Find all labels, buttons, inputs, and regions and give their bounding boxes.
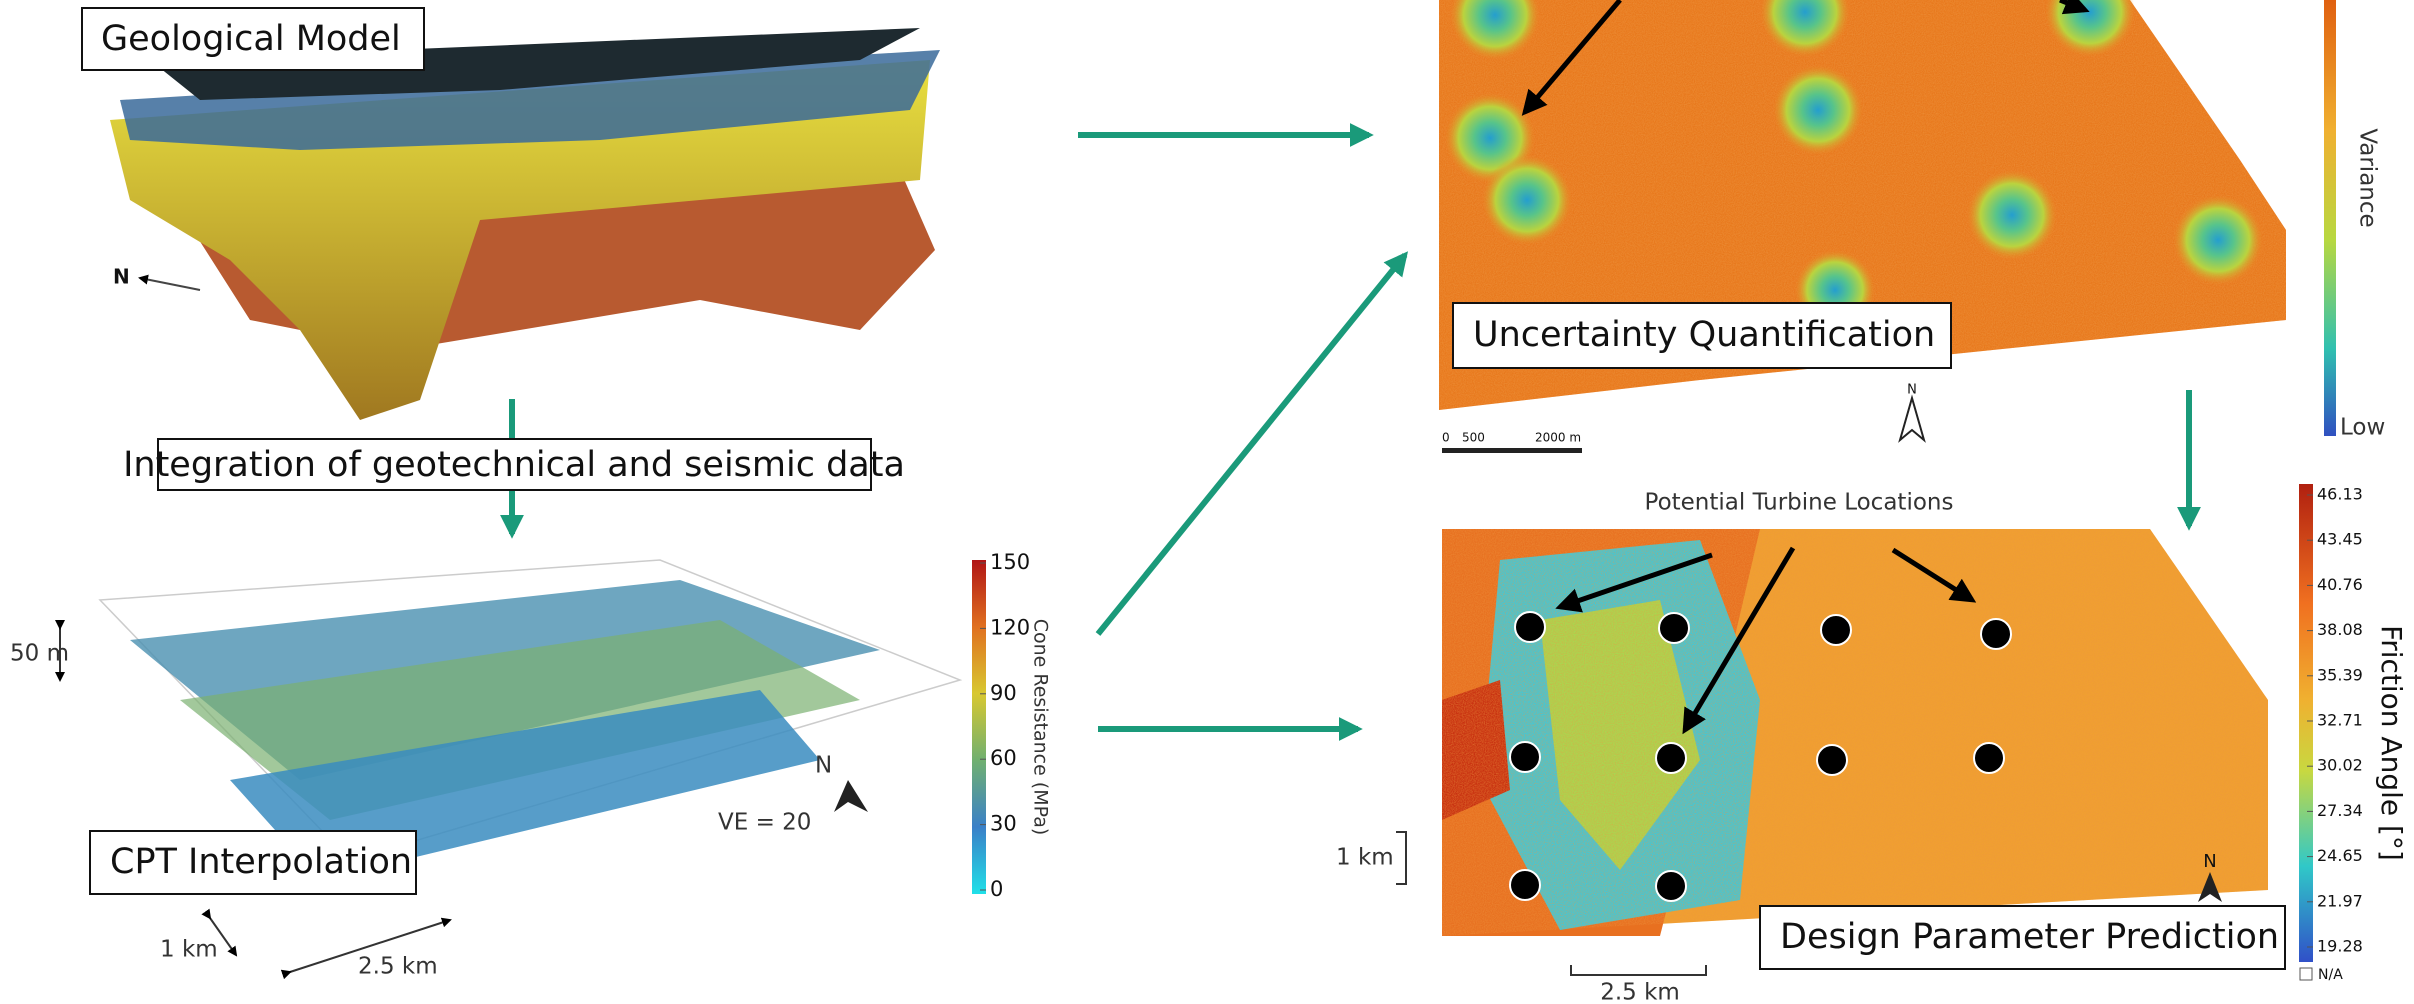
colorbar-low: Low bbox=[2340, 415, 2385, 441]
scale-label: 2000 m bbox=[1535, 431, 1581, 445]
scale-label: 1 km bbox=[160, 937, 218, 963]
colorbar-tick-label: 21.97 bbox=[2317, 891, 2363, 910]
integration-label: Integration of geotechnical and seismic … bbox=[123, 445, 905, 485]
colorbar-label: Friction Angle [°] bbox=[2375, 625, 2408, 861]
scale-label: 2.5 km bbox=[358, 954, 438, 980]
design-panel: Potential Turbine Locations 1 km 2.5 km … bbox=[1336, 484, 2408, 1004]
annotation: Potential Turbine Locations bbox=[1645, 490, 1954, 516]
colorbar-tick-label: 27.34 bbox=[2317, 801, 2363, 820]
colorbar-tick-label: 60 bbox=[990, 746, 1017, 770]
panel-title: Design Parameter Prediction bbox=[1780, 917, 2279, 957]
figure: N Geological Model Integration of geotec… bbox=[0, 0, 2414, 1004]
north-label: N bbox=[815, 753, 832, 779]
panel-title: CPT Interpolation bbox=[110, 842, 412, 882]
colorbar-label: Cone Resistance (MPa) bbox=[1030, 619, 1052, 836]
north-label: N bbox=[113, 265, 130, 289]
colorbar bbox=[2299, 484, 2313, 962]
exaggeration-label: VE = 20 bbox=[718, 810, 811, 836]
scale-label: 500 bbox=[1462, 431, 1485, 445]
colorbar-tick-label: 35.39 bbox=[2317, 665, 2363, 684]
scale-label: 50 m bbox=[10, 641, 69, 667]
colorbar-na: N/A bbox=[2318, 967, 2343, 983]
colorbar-tick-label: 40.76 bbox=[2317, 575, 2363, 594]
scale-label: 1 km bbox=[1336, 845, 1394, 871]
colorbar bbox=[972, 560, 986, 894]
colorbar-tick-label: 46.13 bbox=[2317, 485, 2363, 504]
scale-label: 2.5 km bbox=[1600, 980, 1680, 1004]
colorbar-tick-label: 30 bbox=[990, 812, 1017, 836]
flow-arrow bbox=[1098, 255, 1405, 634]
colorbar-tick-label: 30.02 bbox=[2317, 756, 2363, 775]
colorbar-tick-label: 120 bbox=[990, 615, 1030, 639]
colorbar-label: Variance bbox=[2355, 128, 2381, 227]
colorbar-tick-label: 19.28 bbox=[2317, 937, 2363, 956]
colorbar bbox=[2324, 0, 2336, 436]
colorbar-tick-label: 90 bbox=[990, 681, 1017, 705]
north-label: N bbox=[2203, 851, 2216, 872]
colorbar-tick-label: 150 bbox=[990, 550, 1030, 574]
uncertainty-panel: Uncertainty Quantification N 0 500 2000 … bbox=[1439, 0, 2385, 453]
colorbar-tick-label: 43.45 bbox=[2317, 530, 2363, 549]
colorbar-tick-label: 32.71 bbox=[2317, 711, 2363, 730]
colorbar-tick-label: 0 bbox=[990, 877, 1003, 901]
cpt-panel: 50 m 1 km 2.5 km VE = 20 N CPT Interpola… bbox=[10, 550, 1052, 980]
panel-title: Uncertainty Quantification bbox=[1473, 315, 1935, 355]
page: N Geological Model Integration of geotec… bbox=[0, 0, 2414, 1004]
colorbar-tick-label: 24.65 bbox=[2317, 846, 2363, 865]
panel-title: Geological Model bbox=[101, 19, 401, 59]
geological-model: N Geological Model bbox=[82, 8, 940, 420]
scale-label: 0 bbox=[1442, 431, 1450, 445]
colorbar-tick-label: 38.08 bbox=[2317, 620, 2363, 639]
